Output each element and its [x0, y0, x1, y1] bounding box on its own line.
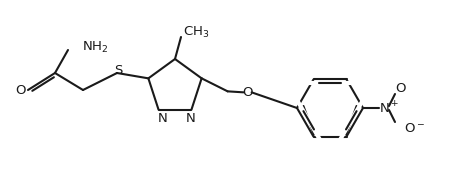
Text: O: O — [15, 83, 25, 96]
Text: O: O — [242, 86, 253, 99]
Text: S: S — [114, 64, 122, 77]
Text: N: N — [185, 112, 195, 125]
Text: CH$_3$: CH$_3$ — [183, 24, 209, 40]
Text: O: O — [396, 81, 406, 95]
Text: +: + — [390, 99, 398, 108]
Text: NH$_2$: NH$_2$ — [82, 39, 109, 55]
Text: O$^-$: O$^-$ — [404, 122, 425, 136]
Text: N: N — [158, 112, 168, 125]
Text: N: N — [380, 102, 390, 115]
